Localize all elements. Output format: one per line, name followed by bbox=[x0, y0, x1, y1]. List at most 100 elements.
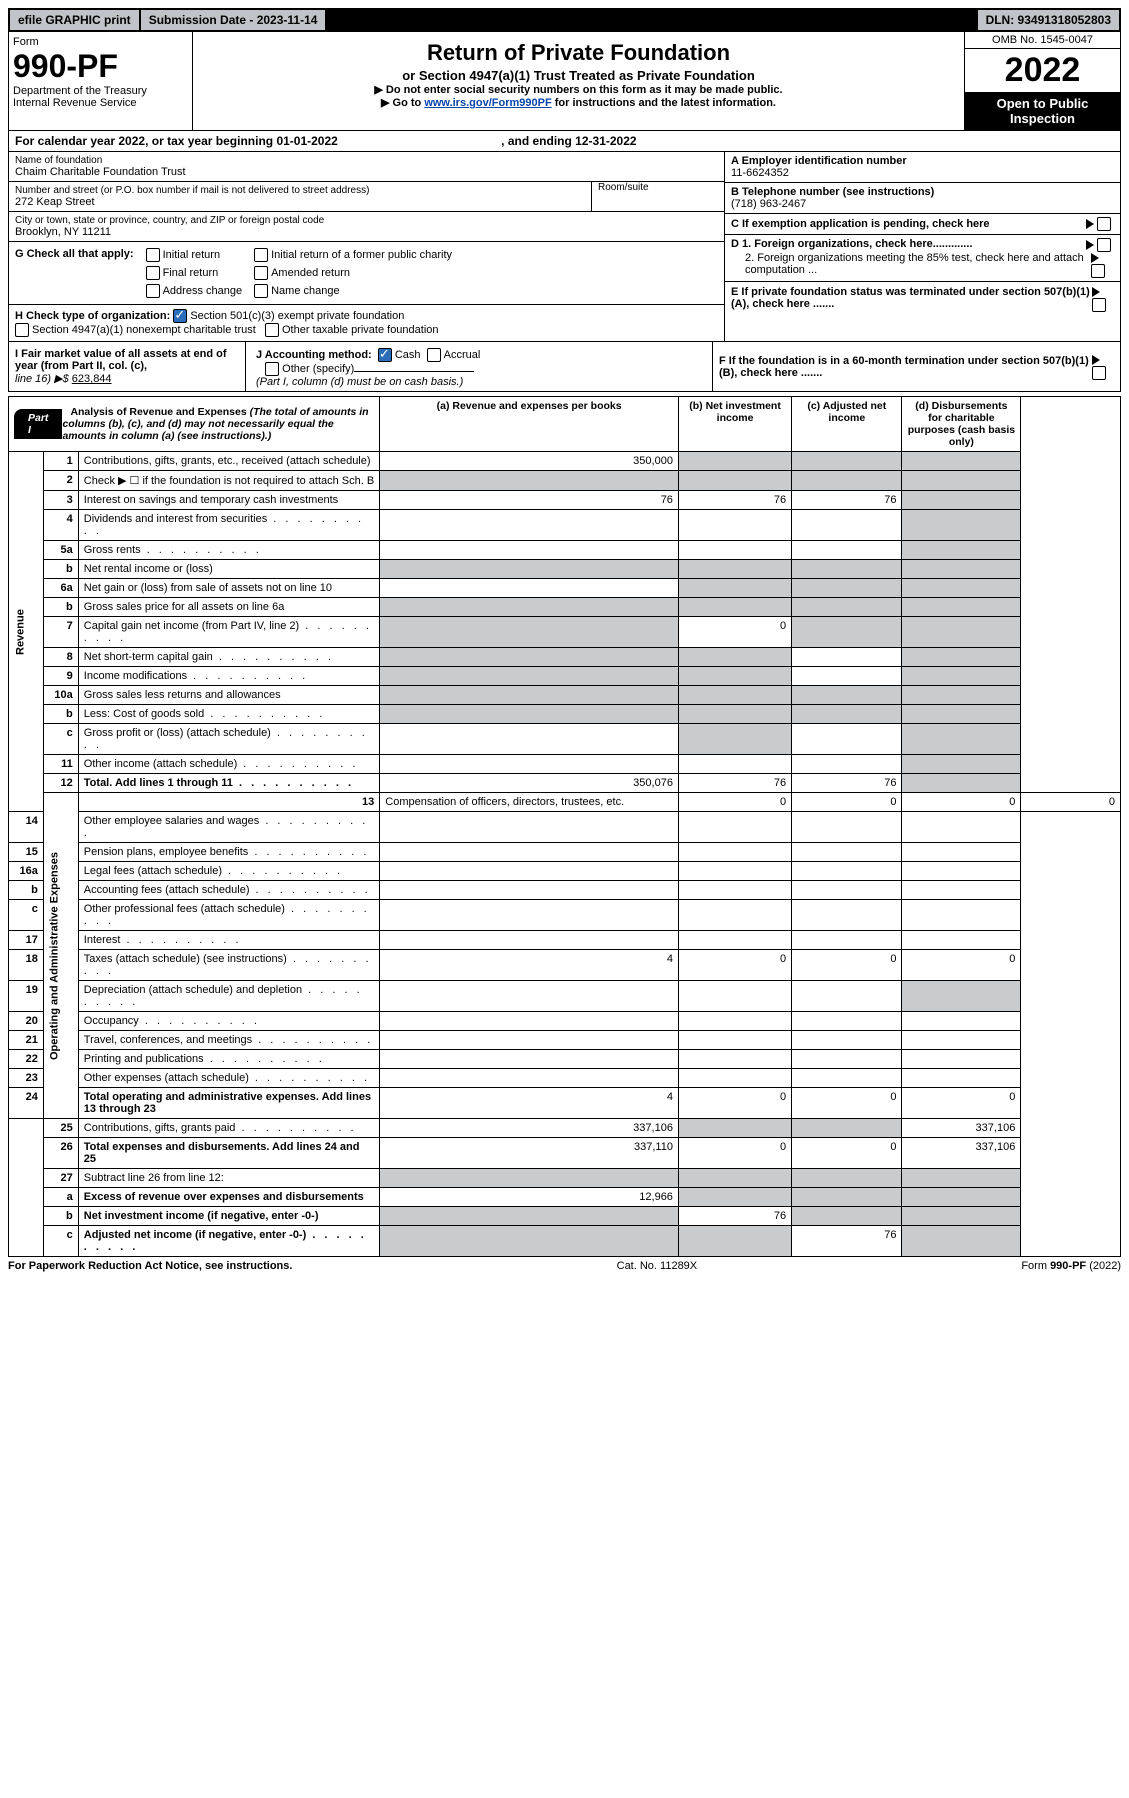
footer-formref: Form 990-PF (2022) bbox=[1021, 1260, 1121, 1272]
ein-value: 11-6624352 bbox=[731, 167, 1114, 179]
col-c-header: (c) Adjusted net income bbox=[792, 397, 902, 452]
line-24-a: 4 bbox=[380, 1088, 679, 1119]
line-22-desc: Printing and publications bbox=[78, 1050, 380, 1069]
line-26-a: 337,110 bbox=[380, 1138, 679, 1169]
line-26-b: 0 bbox=[678, 1138, 791, 1169]
d1-checkbox[interactable] bbox=[1097, 238, 1111, 252]
j-accrual-checkbox[interactable] bbox=[427, 348, 441, 362]
efile-label[interactable]: efile GRAPHIC print bbox=[10, 10, 139, 30]
line-17-desc: Interest bbox=[78, 931, 380, 950]
line-27b-b: 76 bbox=[678, 1207, 791, 1226]
f-checkbox[interactable] bbox=[1092, 366, 1106, 380]
initial-former-checkbox[interactable] bbox=[254, 248, 268, 262]
part1-table: Part I Analysis of Revenue and Expenses … bbox=[8, 396, 1121, 1257]
line-24-b: 0 bbox=[678, 1088, 791, 1119]
line-12-a: 350,076 bbox=[380, 774, 679, 793]
h-501c3-checkbox[interactable] bbox=[173, 309, 187, 323]
line-16c-desc: Other professional fees (attach schedule… bbox=[78, 900, 380, 931]
line-13-desc: Compensation of officers, directors, tru… bbox=[380, 793, 679, 812]
line-18-a: 4 bbox=[380, 950, 679, 981]
line-4-desc: Dividends and interest from securities bbox=[78, 510, 380, 541]
line-27c-c: 76 bbox=[792, 1226, 902, 1257]
line-7-desc: Capital gain net income (from Part IV, l… bbox=[78, 617, 380, 648]
h-4947-checkbox[interactable] bbox=[15, 323, 29, 337]
form-title: Return of Private Foundation bbox=[199, 40, 958, 66]
j-accrual-label: Accrual bbox=[444, 349, 481, 361]
j-cash-checkbox[interactable] bbox=[378, 348, 392, 362]
part1-title: Analysis of Revenue and Expenses bbox=[70, 406, 246, 418]
h-other-checkbox[interactable] bbox=[265, 323, 279, 337]
line-14-desc: Other employee salaries and wages bbox=[78, 812, 380, 843]
line-26-desc: Total expenses and disbursements. Add li… bbox=[78, 1138, 380, 1169]
line-18-c: 0 bbox=[792, 950, 902, 981]
i-value: 623,844 bbox=[72, 373, 112, 385]
i-label: I Fair market value of all assets at end… bbox=[15, 348, 227, 372]
line-24-c: 0 bbox=[792, 1088, 902, 1119]
city-state-zip: Brooklyn, NY 11211 bbox=[15, 226, 718, 238]
d2-checkbox[interactable] bbox=[1091, 264, 1105, 278]
amended-checkbox[interactable] bbox=[254, 266, 268, 280]
j-cash-label: Cash bbox=[395, 349, 421, 361]
j-other-checkbox[interactable] bbox=[265, 362, 279, 376]
tax-year: 2022 bbox=[965, 49, 1120, 92]
form-header: Form 990-PF Department of the Treasury I… bbox=[8, 32, 1121, 131]
note-goto-post: for instructions and the latest informat… bbox=[552, 97, 776, 109]
footer-left: For Paperwork Reduction Act Notice, see … bbox=[8, 1260, 292, 1272]
initial-return-checkbox[interactable] bbox=[146, 248, 160, 262]
part1-tag: Part I bbox=[14, 409, 62, 439]
line-25-d: 337,106 bbox=[902, 1119, 1021, 1138]
name-change-checkbox[interactable] bbox=[254, 284, 268, 298]
name-change-label: Name change bbox=[271, 285, 340, 297]
line-10b-desc: Less: Cost of goods sold bbox=[78, 705, 380, 724]
irs-label: Internal Revenue Service bbox=[13, 97, 188, 109]
h-label: H Check type of organization: bbox=[15, 310, 170, 322]
line-1-a: 350,000 bbox=[380, 452, 679, 471]
final-return-checkbox[interactable] bbox=[146, 266, 160, 280]
hij-row: I Fair market value of all assets at end… bbox=[8, 342, 1121, 392]
irs-link[interactable]: www.irs.gov/Form990PF bbox=[424, 97, 551, 109]
c-label: C If exemption application is pending, c… bbox=[731, 218, 990, 230]
form-label: Form bbox=[13, 36, 188, 48]
line-18-desc: Taxes (attach schedule) (see instruction… bbox=[78, 950, 380, 981]
line-24-d: 0 bbox=[902, 1088, 1021, 1119]
arrow-icon bbox=[1092, 355, 1100, 365]
city-label: City or town, state or province, country… bbox=[15, 215, 718, 226]
name-label: Name of foundation bbox=[15, 155, 718, 166]
c-checkbox[interactable] bbox=[1097, 217, 1111, 231]
addr-change-checkbox[interactable] bbox=[146, 284, 160, 298]
line-27c-desc: Adjusted net income (if negative, enter … bbox=[78, 1226, 380, 1257]
col-b-header: (b) Net investment income bbox=[678, 397, 791, 452]
initial-return-label: Initial return bbox=[163, 249, 220, 261]
submission-date: Submission Date - 2023-11-14 bbox=[141, 10, 326, 30]
line-26-d: 337,106 bbox=[902, 1138, 1021, 1169]
form-number: 990-PF bbox=[13, 48, 188, 85]
h-other-label: Other taxable private foundation bbox=[282, 324, 439, 336]
d2-label: 2. Foreign organizations meeting the 85%… bbox=[731, 252, 1091, 278]
line-21-desc: Travel, conferences, and meetings bbox=[78, 1031, 380, 1050]
h-4947-label: Section 4947(a)(1) nonexempt charitable … bbox=[32, 324, 256, 336]
identification-row: Name of foundation Chaim Charitable Foun… bbox=[8, 152, 1121, 342]
ein-label: A Employer identification number bbox=[731, 155, 1114, 167]
revenue-side-label: Revenue bbox=[9, 452, 44, 812]
line-18-d: 0 bbox=[902, 950, 1021, 981]
amended-label: Amended return bbox=[271, 267, 350, 279]
line-10a-desc: Gross sales less returns and allowances bbox=[78, 686, 380, 705]
open-public: Open to Public Inspection bbox=[965, 92, 1120, 130]
line-12-desc: Total. Add lines 1 through 11 bbox=[78, 774, 380, 793]
line-12-c: 76 bbox=[792, 774, 902, 793]
line-20-desc: Occupancy bbox=[78, 1012, 380, 1031]
e-checkbox[interactable] bbox=[1092, 298, 1106, 312]
street-address: 272 Keap Street bbox=[15, 196, 591, 208]
footer-catno: Cat. No. 11289X bbox=[617, 1260, 698, 1272]
line-9-desc: Income modifications bbox=[78, 667, 380, 686]
line-18-b: 0 bbox=[678, 950, 791, 981]
line-16a-desc: Legal fees (attach schedule) bbox=[78, 862, 380, 881]
g-label: G Check all that apply: bbox=[15, 248, 134, 260]
cal-begin: For calendar year 2022, or tax year begi… bbox=[15, 134, 338, 148]
line-5a-desc: Gross rents bbox=[78, 541, 380, 560]
line-3-c: 76 bbox=[792, 491, 902, 510]
j-other-label: Other (specify) bbox=[282, 363, 354, 375]
arrow-icon bbox=[1086, 219, 1094, 229]
line-1-desc: Contributions, gifts, grants, etc., rece… bbox=[78, 452, 380, 471]
line-19-desc: Depreciation (attach schedule) and deple… bbox=[78, 981, 380, 1012]
